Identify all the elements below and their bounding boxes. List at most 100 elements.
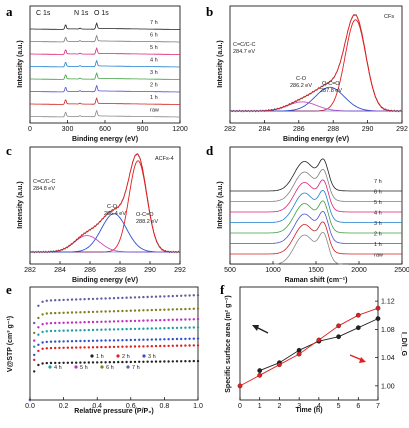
panel-e-point-6h — [117, 309, 120, 313]
panel-e-point-6h — [138, 309, 141, 312]
panel-e-point-1h — [163, 360, 166, 363]
panel-e-point-4h — [175, 326, 179, 330]
panel-e-point-4h — [142, 327, 145, 330]
panel-e-point-3h — [180, 337, 183, 341]
panel-e-point-2h — [45, 347, 48, 350]
panel-e-point-1h — [184, 360, 187, 363]
panel-b-frame — [229, 5, 403, 124]
panel-f-point-right — [277, 362, 282, 368]
panel-f-point-right — [336, 323, 341, 329]
panel-e-point-4h — [146, 327, 149, 330]
panel-e-point-7h — [121, 296, 124, 300]
panel-e-point-2h — [41, 347, 44, 350]
panel-e-point-1h — [121, 360, 124, 364]
panel-e-point-4h — [154, 327, 158, 330]
panel-c-label-2-ev: 286.4 eV — [104, 211, 126, 217]
panel-e-point-4h — [184, 326, 187, 329]
panel-d-series-label: raw — [374, 253, 383, 259]
panel-e-point-4h — [104, 328, 107, 331]
panel-e-point-6h — [79, 311, 82, 314]
panel-e-point-5h — [138, 319, 141, 322]
panel-e-point-6h — [159, 308, 162, 311]
panel-d-series-label: 5 h — [374, 200, 382, 206]
panel-e-point-5h — [175, 318, 179, 321]
panel-a-xtick-label: 300 — [62, 126, 74, 133]
panel-e-point-3h — [79, 339, 82, 343]
panel-e-point-7h — [70, 298, 74, 301]
panel-e-point-6h — [37, 316, 40, 320]
panel-e-point-5h — [33, 339, 36, 342]
panel-d-xtick-label: 1000 — [265, 267, 281, 274]
panel-f-point-left — [336, 334, 341, 340]
peak-label-n1s: N 1s — [74, 10, 89, 17]
panel-b-xtick-label: 284 — [259, 126, 271, 133]
panel-e-xtick-label: 0.0 — [25, 403, 35, 410]
panel-label-c: c — [6, 143, 12, 158]
panel-e-point-3h — [167, 338, 170, 341]
panel-c-component-0 — [30, 160, 180, 253]
panel-e-xtick-label: 0.8 — [160, 403, 170, 410]
panel-a-xtick-label: 1200 — [172, 126, 188, 133]
panel-b-component-2 — [230, 101, 402, 112]
panel-e-point-2h — [112, 345, 116, 349]
panel-e-point-2h — [188, 344, 191, 347]
panel-e-point-3h — [117, 339, 120, 342]
panel-e-point-1h — [188, 360, 191, 363]
panel-a-series-label: 7 h — [150, 20, 158, 26]
panel-e-point-2h — [70, 346, 74, 349]
panel-e-point-5h — [70, 321, 74, 324]
panel-e-point-1h — [58, 361, 61, 365]
panel-a-curve-raw — [30, 109, 180, 118]
panel-e-point-3h — [104, 339, 107, 342]
panel-e-point-4h — [150, 327, 153, 330]
panel-e-point-2h — [129, 345, 132, 348]
panel-e-point-4h — [33, 345, 36, 348]
panel-f-ylabel: Specific surface area (m² g⁻¹) — [225, 295, 232, 392]
panel-e-point-4h — [163, 327, 166, 330]
panel-e-point-6h — [75, 311, 78, 314]
panel-e-point-7h — [108, 297, 112, 300]
panel-e-point-5h — [180, 318, 183, 321]
panel-e-point-6h — [49, 312, 53, 315]
panel-a-xtick-label: 900 — [137, 126, 149, 133]
panel-e-point-6h — [163, 308, 166, 311]
panel-b-xtick-label: 288 — [327, 126, 339, 133]
panel-a-curve-1h — [30, 97, 180, 105]
panel-e-point-3h — [70, 340, 74, 343]
panel-e-point-7h — [45, 299, 48, 302]
panel-e-point-6h — [83, 311, 86, 314]
panel-f-xtick-label: 4 — [317, 403, 321, 410]
panel-e-legend-marker — [100, 365, 104, 369]
panel-e-point-3h — [66, 340, 70, 343]
panel-e-legend-label: 4 h — [54, 365, 62, 371]
panel-e-point-2h — [180, 344, 183, 347]
panel-a-series-label: 3 h — [150, 70, 158, 76]
panel-e-legend-label: 3 h — [148, 354, 156, 360]
panel-d-curve-4h — [230, 189, 402, 223]
panel-e-point-1h — [133, 360, 137, 364]
panel-e-point-1h — [138, 360, 141, 363]
panel-e-point-3h — [192, 337, 195, 340]
panel-f-arrowhead-left — [252, 325, 259, 331]
panel-c-c1s-acfs4: ACFs-4 C=C/C-C 284.8 eV C-O 286.4 eV O-C… — [17, 146, 186, 284]
panel-e-point-5h — [125, 319, 128, 323]
panel-e-point-2h — [100, 345, 103, 349]
panel-e-point-3h — [91, 339, 95, 342]
panel-c-xtick-label: 288 — [114, 267, 126, 274]
panel-f-point-left — [375, 316, 381, 321]
panel-a-series-label: 1 h — [150, 95, 158, 101]
panel-e-point-4h — [138, 327, 141, 330]
panel-e-legend-label: 2 h — [122, 354, 130, 360]
panel-e-point-1h — [66, 361, 70, 364]
panel-b-raw-spectrum — [230, 13, 403, 113]
panel-f-xtick-label: 6 — [356, 403, 360, 410]
panel-f-xtick-label: 0 — [238, 403, 242, 410]
panel-f-point-right — [296, 351, 302, 357]
panel-e-point-6h — [184, 307, 187, 311]
panel-e-point-1h — [150, 360, 153, 363]
panel-e-point-1h — [104, 361, 107, 364]
panel-a-series-label: 6 h — [150, 33, 158, 39]
panel-e-point-1h — [180, 360, 183, 363]
panel-e-point-5h — [129, 319, 132, 323]
panel-e-point-1h — [37, 363, 40, 367]
